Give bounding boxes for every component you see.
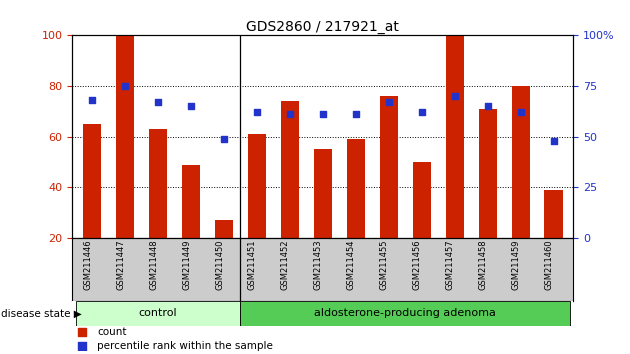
- Text: GSM211448: GSM211448: [149, 240, 158, 290]
- Bar: [413, 162, 431, 238]
- Bar: [380, 96, 398, 238]
- Point: [219, 136, 229, 142]
- Point: [186, 103, 196, 109]
- Point: [384, 99, 394, 105]
- Point: [153, 99, 163, 105]
- Bar: [445, 35, 464, 238]
- Title: GDS2860 / 217921_at: GDS2860 / 217921_at: [246, 21, 399, 34]
- Bar: [281, 101, 299, 238]
- Text: GSM211459: GSM211459: [512, 240, 520, 290]
- Bar: [544, 190, 563, 238]
- Bar: [241, 301, 570, 326]
- Point: [450, 93, 460, 99]
- Bar: [149, 129, 167, 238]
- Text: GSM211449: GSM211449: [182, 240, 191, 290]
- Text: count: count: [98, 327, 127, 337]
- Text: GSM211446: GSM211446: [83, 240, 92, 290]
- Text: GSM211447: GSM211447: [116, 240, 125, 290]
- Text: GSM211458: GSM211458: [479, 240, 488, 290]
- Bar: [215, 220, 233, 238]
- Bar: [116, 35, 134, 238]
- Bar: [182, 165, 200, 238]
- Bar: [83, 124, 101, 238]
- Point: [515, 109, 525, 115]
- Text: control: control: [139, 308, 178, 318]
- Bar: [76, 301, 241, 326]
- Text: GSM211460: GSM211460: [544, 240, 554, 290]
- Bar: [314, 149, 332, 238]
- Text: GSM211453: GSM211453: [314, 240, 323, 290]
- Text: aldosterone-producing adenoma: aldosterone-producing adenoma: [314, 308, 496, 318]
- Point: [77, 329, 88, 335]
- Point: [252, 109, 262, 115]
- Point: [416, 109, 427, 115]
- Bar: [346, 139, 365, 238]
- Text: disease state ▶: disease state ▶: [1, 308, 81, 318]
- Point: [87, 97, 97, 103]
- Text: percentile rank within the sample: percentile rank within the sample: [98, 341, 273, 350]
- Text: GSM211457: GSM211457: [445, 240, 455, 290]
- Text: GSM211452: GSM211452: [281, 240, 290, 290]
- Bar: [479, 109, 496, 238]
- Bar: [248, 134, 266, 238]
- Bar: [512, 86, 530, 238]
- Point: [351, 112, 361, 117]
- Text: GSM211454: GSM211454: [347, 240, 356, 290]
- Point: [285, 112, 295, 117]
- Point: [483, 103, 493, 109]
- Point: [77, 343, 88, 348]
- Point: [549, 138, 559, 144]
- Text: GSM211455: GSM211455: [380, 240, 389, 290]
- Text: GSM211450: GSM211450: [215, 240, 224, 290]
- Text: GSM211456: GSM211456: [413, 240, 421, 290]
- Text: GSM211451: GSM211451: [248, 240, 257, 290]
- Point: [120, 83, 130, 89]
- Point: [318, 112, 328, 117]
